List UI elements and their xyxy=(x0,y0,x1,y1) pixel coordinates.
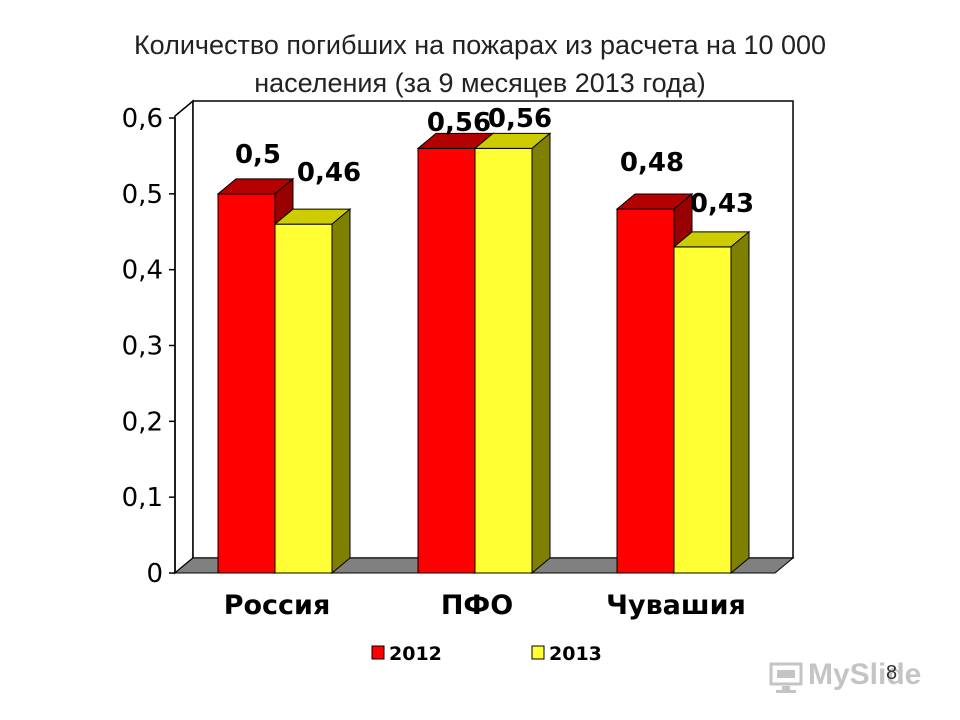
data-label: 0,56 xyxy=(427,108,491,138)
bar-front xyxy=(474,147,533,574)
bar-side xyxy=(730,230,750,575)
y-tick-label: 0,6 xyxy=(122,104,163,134)
data-labels: 0,5 0,46 0,560,56 0,480,43 xyxy=(235,104,754,219)
bars xyxy=(216,132,751,575)
bar-side xyxy=(331,208,351,575)
title-line-1: Количество погибших на пожарах из расчет… xyxy=(133,30,827,60)
category-label: Чувашия xyxy=(606,590,746,621)
title-line-2: населения (за 9 месяцев 2013 года) xyxy=(254,68,706,98)
data-label: 0,48 xyxy=(620,148,684,178)
legend-swatch xyxy=(371,645,385,660)
monitor-icon xyxy=(769,662,803,693)
data-label: 0,56 xyxy=(488,104,552,134)
y-tick-label: 0 xyxy=(146,559,163,589)
category-label: ПФО xyxy=(441,590,513,621)
legend-swatch xyxy=(531,645,545,660)
plot-side-wall xyxy=(174,99,194,575)
category-label: Россия xyxy=(224,590,331,621)
legend-label: 2013 xyxy=(549,643,602,665)
bar-front xyxy=(417,147,476,574)
y-tick-label: 0,5 xyxy=(122,180,163,210)
y-axis: 0 0,1 0,2 0,3 0,4 0,5 0,6 xyxy=(122,104,176,589)
legend: 2012 2013 xyxy=(371,643,602,665)
y-tick-label: 0,1 xyxy=(122,483,163,513)
legend-label: 2012 xyxy=(389,643,442,665)
bar-front xyxy=(673,246,732,574)
data-label: 0,5 xyxy=(235,140,281,170)
data-label: 0,46 xyxy=(297,158,361,188)
bar-front xyxy=(616,208,675,574)
y-tick-label: 0,4 xyxy=(122,256,163,286)
chart-title: Количество погибших на пожарах из расчет… xyxy=(40,26,920,102)
x-axis-labels: Россия ПФО Чувашия xyxy=(224,590,746,621)
watermark-text: MySlide xyxy=(808,658,922,691)
page-number: 8 xyxy=(886,662,898,684)
y-tick-label: 0,3 xyxy=(122,332,163,362)
bar-front xyxy=(274,223,333,574)
bar-side xyxy=(531,132,551,575)
data-label: 0,43 xyxy=(690,189,754,219)
bar-front xyxy=(217,193,276,574)
y-tick-label: 0,2 xyxy=(122,407,163,437)
watermark: MySlide xyxy=(768,658,921,701)
